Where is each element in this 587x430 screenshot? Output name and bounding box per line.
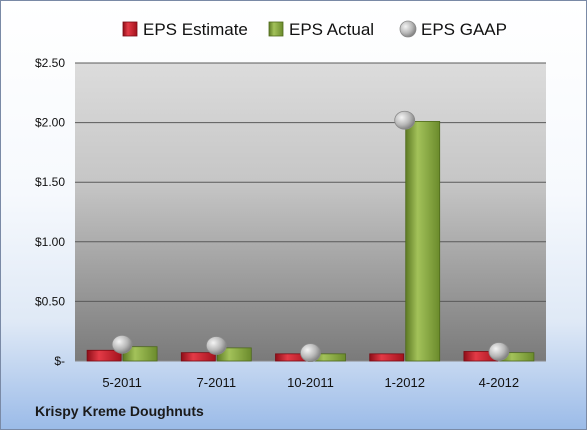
- bar: [180, 352, 216, 362]
- y-axis: $- $0.50 $1.00 $1.50 $2.00 $2.50: [35, 56, 65, 368]
- legend-swatch: [399, 20, 417, 38]
- gaap-marker: [488, 342, 510, 361]
- x-tick-label: 7-2011: [197, 375, 237, 390]
- gaap-marker: [111, 334, 133, 354]
- legend: EPS Estimate EPS Actual EPS GAAP: [122, 20, 507, 39]
- y-tick-label: $2.50: [35, 56, 65, 70]
- x-tick-label: 1-2012: [384, 375, 424, 390]
- y-tick-label: $1.00: [35, 235, 65, 249]
- legend-swatch: [268, 21, 284, 37]
- x-tick-label: 5-2011: [102, 375, 142, 390]
- y-tick-label: $2.00: [35, 116, 65, 130]
- bar: [405, 121, 441, 362]
- bar: [122, 346, 158, 362]
- y-tick-label: $-: [54, 354, 65, 368]
- bars: [86, 121, 535, 362]
- y-tick-label: $1.50: [35, 175, 65, 189]
- gaap-marker: [394, 110, 416, 130]
- x-tick-label: 4-2012: [479, 375, 519, 390]
- gaap-marker: [300, 343, 321, 363]
- y-tick-label: $0.50: [35, 294, 65, 308]
- bar: [86, 349, 122, 362]
- legend-label: EPS GAAP: [421, 20, 507, 39]
- gaap-marker: [205, 336, 227, 355]
- gaap-markers: [111, 110, 510, 363]
- legend-label: EPS Estimate: [143, 20, 248, 39]
- bar: [369, 353, 405, 362]
- legend-label: EPS Actual: [289, 20, 374, 39]
- plot-area: [75, 63, 546, 361]
- company-label: Krispy Kreme Doughnuts: [35, 403, 204, 419]
- x-tick-label: 10-2011: [287, 375, 334, 390]
- x-axis: 5-2011 7-2011 10-2011 1-2012 4-2012: [102, 375, 519, 390]
- legend-swatch: [122, 21, 138, 37]
